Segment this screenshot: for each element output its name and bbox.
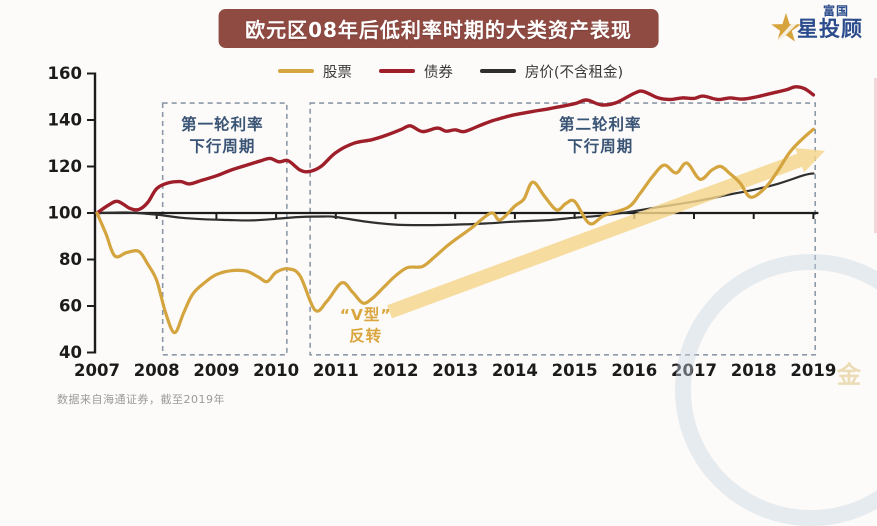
brand-name-large: 星投顾 [797, 16, 863, 41]
y-tick-label: 120 [48, 157, 82, 176]
x-tick-label: 2012 [373, 361, 419, 380]
legend-swatch-bonds [378, 69, 415, 73]
brand-text: 富国 星投顾 [797, 5, 863, 40]
legend-label-stocks: 股票 [322, 64, 352, 81]
page-title: 欧元区08年后低利率时期的大类资产表现 [245, 18, 632, 42]
region-label-cycle-2: 下行周期 [567, 136, 633, 155]
page-root: { "header": { "title": "欧元区08年后低利率时期的大类资… [0, 3, 877, 526]
chart-legend: 股票 债券 房价(不含租金) [0, 60, 877, 82]
y-tick-label: 100 [48, 204, 82, 223]
y-tick-label: 140 [48, 111, 82, 130]
x-tick-label: 2010 [253, 361, 299, 380]
x-tick-label: 2016 [611, 361, 657, 380]
x-tick-label: 2008 [134, 361, 180, 380]
x-tick-label: 2014 [492, 361, 538, 380]
legend-label-bonds: 债券 [423, 64, 453, 81]
x-tick-label: 2013 [432, 361, 478, 380]
region-box-cycle-2 [309, 102, 816, 356]
y-tick-label: 80 [59, 250, 82, 269]
star-icon [771, 13, 801, 45]
legend-item-stocks: 股票 [277, 61, 352, 82]
y-tick-label: 60 [59, 297, 82, 316]
chart-title-banner: 欧元区08年后低利率时期的大类资产表现 [218, 9, 659, 48]
data-source-note: 数据来自海通证券，截至2019年 [57, 393, 225, 406]
v-annotation-label: “V型” [340, 306, 392, 324]
legend-item-bonds: 债券 [378, 61, 453, 82]
brand-name-small: 富国 [823, 4, 850, 18]
x-tick-label: 2015 [552, 361, 598, 380]
legend-label-house: 房价(不含租金) [524, 64, 624, 81]
x-tick-label: 2011 [313, 361, 359, 380]
y-tick-label: 160 [48, 64, 82, 83]
legend-swatch-stocks [277, 69, 314, 73]
watermark-text: 金 [837, 361, 863, 389]
region-label-cycle-1: 下行周期 [189, 136, 255, 155]
x-tick-label: 2009 [193, 361, 239, 380]
series-line-stocks [95, 127, 815, 335]
series-line-bonds [95, 85, 816, 215]
v-annotation-label: 反转 [349, 326, 382, 345]
edge-artifact [874, 78, 877, 233]
region-label-cycle-2: 第二轮利率 [559, 114, 642, 133]
brand-logo: 富国 星投顾 [767, 3, 871, 55]
region-label-cycle-1: 第一轮利率 [181, 114, 264, 133]
y-tick-label: 40 [59, 343, 82, 362]
v-reversal-arrow [387, 148, 825, 319]
x-tick-label: 2007 [74, 361, 120, 380]
legend-swatch-house [479, 69, 516, 73]
legend-item-house: 房价(不含租金) [479, 61, 624, 82]
